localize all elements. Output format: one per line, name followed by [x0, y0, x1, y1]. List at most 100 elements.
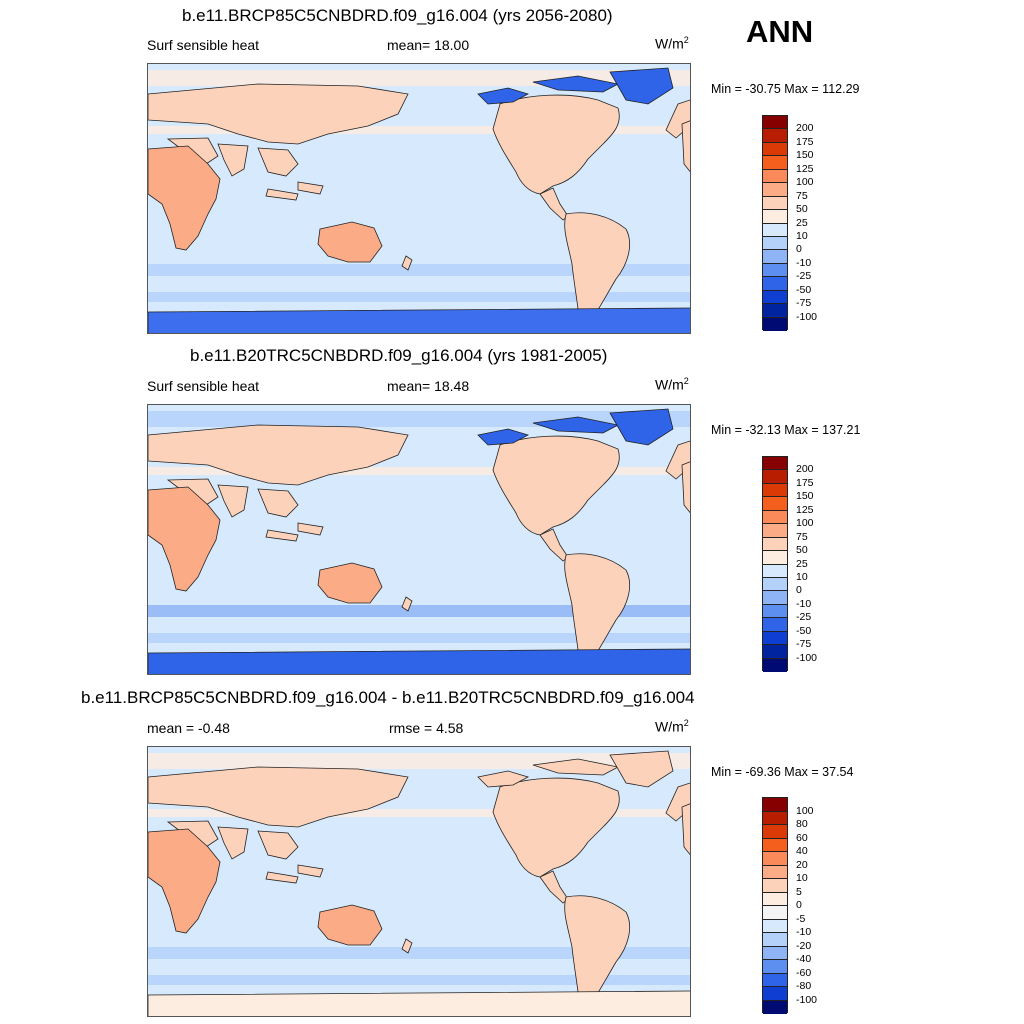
- landmass: [492, 94, 620, 195]
- colorbar-tick-label: 25: [796, 216, 808, 229]
- colorbar-swatch: [763, 892, 787, 906]
- map-rcp85: [147, 63, 691, 334]
- variable-label: Surf sensible heat: [147, 378, 260, 394]
- colorbar-swatch: [763, 317, 787, 331]
- colorbar-tick-label: -25: [796, 270, 812, 283]
- colorbar-tick-label: -75: [796, 297, 812, 310]
- landmass: [148, 486, 221, 592]
- landmass: [317, 904, 383, 946]
- landmass: [609, 408, 674, 446]
- colorbar-swatch: [763, 973, 787, 987]
- colorbar-swatch: [763, 263, 787, 278]
- colorbar-tick-label: -60: [796, 966, 812, 979]
- colorbar-swatch: [763, 497, 787, 511]
- colorbar-tick-label: 50: [796, 544, 808, 557]
- units-label: W/m2: [655, 376, 689, 393]
- landmass: [401, 938, 413, 954]
- colorbar-swatch: [763, 838, 787, 852]
- landmass: [257, 830, 299, 860]
- landmass: [148, 307, 690, 333]
- landmass: [317, 221, 383, 263]
- colorbar-swatch: [763, 524, 787, 538]
- landmass: [477, 770, 530, 788]
- colorbar-tick-label: 175: [796, 476, 814, 489]
- landmass: [492, 435, 620, 536]
- units-label: W/m2: [655, 35, 689, 52]
- landmass: [532, 416, 620, 434]
- colorbar-swatch: [763, 933, 787, 947]
- colorbar-swatch: [763, 290, 787, 305]
- rmse-label: rmse = 4.58: [389, 720, 464, 736]
- colorbar-swatch: [763, 156, 787, 170]
- colorbar-tick-label: 100: [796, 804, 814, 817]
- mean-label: mean = -0.48: [147, 720, 230, 736]
- season-label: ANN: [746, 14, 814, 49]
- colorbar-tick-label: 10: [796, 229, 808, 242]
- colorbar-swatch: [763, 577, 787, 592]
- colorbar-swatch: [763, 537, 787, 552]
- panel-title: b.e11.B20TRC5CNBDRD.f09_g16.004 (yrs 198…: [190, 346, 608, 365]
- landmass: [681, 120, 690, 173]
- landmass: [564, 553, 630, 668]
- landmass: [609, 750, 674, 788]
- colorbar-swatch: [763, 852, 787, 866]
- units-label: W/m2: [655, 718, 689, 735]
- landmass: [609, 67, 674, 105]
- ocean-band: [148, 975, 690, 985]
- colorbar: [762, 797, 788, 1014]
- colorbar-tick-label: 150: [796, 149, 814, 162]
- landmass: [297, 522, 324, 536]
- min-max-label: Min = -30.75 Max = 112.29: [711, 82, 860, 96]
- colorbar-swatch: [763, 645, 787, 659]
- landmass: [148, 828, 221, 934]
- colorbar-swatch: [763, 811, 787, 825]
- landmass: [317, 562, 383, 604]
- landmass: [477, 87, 530, 105]
- colorbar-swatch: [763, 183, 787, 197]
- landmass: [477, 428, 530, 446]
- landmass: [681, 461, 690, 514]
- colorbar-swatch: [763, 564, 787, 578]
- colorbar-swatch: [763, 196, 787, 211]
- colorbar-tick-label: 50: [796, 203, 808, 216]
- colorbar-swatch: [763, 946, 787, 960]
- ocean-band: [148, 467, 690, 475]
- colorbar-tick-label: -100: [796, 310, 818, 323]
- colorbar-tick-label: 125: [796, 162, 814, 175]
- colorbar-swatch: [763, 658, 787, 672]
- colorbar: [762, 115, 788, 331]
- colorbar-swatch: [763, 142, 787, 157]
- colorbar-tick-label: -50: [796, 283, 812, 296]
- colorbar-tick-label: 0: [796, 584, 802, 597]
- ocean-band: [148, 605, 690, 617]
- colorbar-tick-label: 40: [796, 845, 808, 857]
- ocean-band: [148, 947, 690, 959]
- colorbar-swatch: [763, 1000, 787, 1014]
- colorbar-swatch: [763, 250, 787, 264]
- landmass: [148, 990, 690, 1016]
- colorbar-swatch: [763, 510, 787, 525]
- landmass: [681, 803, 690, 856]
- colorbar-tick-label: -50: [796, 624, 812, 637]
- colorbar-swatch: [763, 304, 787, 318]
- landmass: [217, 143, 249, 177]
- colorbar-tick-label: 200: [796, 463, 814, 476]
- map-difference: [147, 746, 691, 1017]
- colorbar-swatch: [763, 618, 787, 632]
- colorbar-swatch: [763, 960, 787, 974]
- colorbar-swatch: [763, 798, 787, 812]
- colorbar-tick-label: 175: [796, 135, 814, 148]
- map-20thc: [147, 404, 691, 675]
- landmass: [217, 826, 249, 860]
- landmass: [265, 871, 299, 884]
- panel-title: b.e11.BRCP85C5CNBDRD.f09_g16.004 - b.e11…: [81, 688, 695, 707]
- colorbar-tick-label: 100: [796, 176, 814, 189]
- colorbar-tick-label: 150: [796, 490, 814, 503]
- colorbar-tick-label: -5: [796, 912, 806, 925]
- colorbar-tick-label: -40: [796, 953, 812, 965]
- mean-label: mean= 18.48: [387, 378, 470, 394]
- landmass: [564, 895, 630, 1010]
- colorbar-tick-label: -100: [796, 651, 818, 664]
- colorbar-tick-label: 75: [796, 189, 808, 202]
- colorbar-tick-label: 10: [796, 570, 808, 583]
